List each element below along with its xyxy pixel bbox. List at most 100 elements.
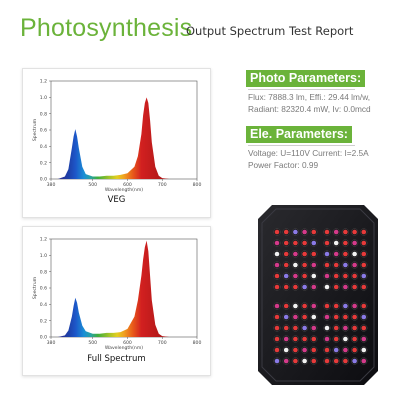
led-bulb xyxy=(274,251,280,257)
led-bulb xyxy=(302,240,307,246)
x-axis-label: Wavelength(nm) xyxy=(105,187,143,193)
led-bulb xyxy=(324,251,330,257)
led-bulb xyxy=(302,262,307,268)
led-bulb xyxy=(274,358,280,364)
spectrum-area xyxy=(51,240,197,337)
led-bulb xyxy=(274,262,280,268)
y-tick-label: 0.8 xyxy=(40,111,47,117)
led-bulb xyxy=(293,240,298,246)
y-tick-label: 0.4 xyxy=(40,144,47,150)
chart-caption: VEG xyxy=(107,195,126,205)
led-bulb xyxy=(352,273,357,279)
led-bulb xyxy=(352,358,357,364)
led-bulb xyxy=(333,325,339,331)
led-bulb xyxy=(343,336,348,342)
led-bulb xyxy=(333,251,339,257)
spectrum-card-full: 0.0 0.2 0.4 0.6 0.8 1.0 1.2 380 500 600 700 800 Wave… xyxy=(22,226,211,376)
ele-param-line: Power Factor: 0.99 xyxy=(248,160,319,170)
led-bulb xyxy=(311,347,317,353)
x-tick-label: 800 xyxy=(193,340,202,346)
led-bulb xyxy=(293,325,298,331)
led-bulb xyxy=(283,262,289,268)
led-bulb xyxy=(361,284,367,290)
led-bulb xyxy=(274,325,280,331)
led-bulb xyxy=(324,229,330,235)
led-bulb xyxy=(283,273,289,279)
led-bulb xyxy=(343,303,348,309)
led-bulb xyxy=(311,240,317,246)
led-bulb xyxy=(343,273,348,279)
led-bulb xyxy=(293,229,298,235)
led-bulb xyxy=(302,336,307,342)
led-bulb xyxy=(361,240,367,246)
led-bulb xyxy=(274,314,280,320)
x-tick-label: 800 xyxy=(193,182,202,188)
led-bulb xyxy=(324,273,330,279)
led-bulb xyxy=(293,303,298,309)
led-bulb xyxy=(333,358,339,364)
y-tick-label: 1.2 xyxy=(40,237,47,243)
x-tick-label: 380 xyxy=(47,182,56,188)
led-bulb xyxy=(333,273,339,279)
led-bulb xyxy=(302,229,307,235)
led-bulb xyxy=(302,284,307,290)
led-bulb xyxy=(302,325,307,331)
led-bulb xyxy=(324,240,330,246)
led-bulb xyxy=(311,303,317,309)
led-bulb xyxy=(302,303,307,309)
led-bulb xyxy=(283,229,289,235)
led-bulb xyxy=(311,358,317,364)
led-bulb xyxy=(361,262,367,268)
y-tick-label: 0.2 xyxy=(40,160,47,166)
chart-caption: Full Spectrum xyxy=(87,354,146,364)
page-title: Photosynthesis xyxy=(20,14,193,42)
led-bulb xyxy=(293,358,298,364)
led-bulb xyxy=(283,251,289,257)
ele-parameters-heading: Ele. Parameters: xyxy=(246,126,352,143)
led-bulb xyxy=(302,347,307,353)
led-bulb xyxy=(333,229,339,235)
led-bulb xyxy=(352,303,357,309)
led-bulb xyxy=(302,251,307,257)
led-bulb xyxy=(293,262,298,268)
led-bulb xyxy=(361,325,367,331)
led-bulb xyxy=(343,358,348,364)
led-bulb xyxy=(274,336,280,342)
led-bulb xyxy=(361,273,367,279)
led-bulb xyxy=(343,284,348,290)
led-bulb xyxy=(283,284,289,290)
led-bulb xyxy=(311,284,317,290)
led-bulb xyxy=(293,284,298,290)
y-tick-label: 0.4 xyxy=(40,302,47,308)
led-bulb xyxy=(283,314,289,320)
led-bulb xyxy=(293,336,298,342)
led-bulb xyxy=(361,336,367,342)
led-bulb xyxy=(283,358,289,364)
led-bulb xyxy=(352,325,357,331)
led-bulb xyxy=(324,303,330,309)
led-bulb xyxy=(302,358,307,364)
led-bulb xyxy=(333,240,339,246)
led-bulb xyxy=(311,336,317,342)
led-bulb xyxy=(293,347,298,353)
led-bulb xyxy=(333,314,339,320)
divider xyxy=(248,145,355,146)
led-bulb xyxy=(361,229,367,235)
led-bulb xyxy=(352,314,357,320)
led-bulb xyxy=(352,251,357,257)
led-bulb xyxy=(343,251,348,257)
spectrum-card-veg: 0.0 0.2 0.4 0.6 0.8 1.0 1.2 380 500 600 700 800 Wave… xyxy=(22,68,211,218)
y-tick-label: 0.0 xyxy=(40,335,47,341)
x-tick-label: 500 xyxy=(88,340,97,346)
led-bulb xyxy=(274,347,280,353)
led-bulb xyxy=(324,347,330,353)
led-bulb xyxy=(311,314,317,320)
led-array xyxy=(273,228,368,365)
y-axis-label: Spectrum xyxy=(32,276,38,299)
spectrum-area xyxy=(51,97,197,179)
led-bulb xyxy=(311,229,317,235)
led-bulb xyxy=(311,262,317,268)
led-bulb xyxy=(333,336,339,342)
led-bulb xyxy=(343,240,348,246)
led-bulb xyxy=(283,303,289,309)
